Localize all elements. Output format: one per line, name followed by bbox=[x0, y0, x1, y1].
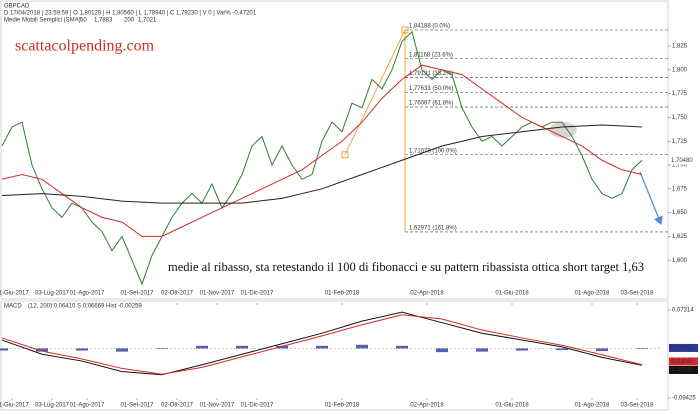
value-box-label: -0,03047 bbox=[670, 359, 694, 365]
histogram-bar bbox=[36, 348, 48, 352]
x-tick-label: 01-Giu-2017 bbox=[0, 403, 29, 409]
y-tick-label: 1,725 bbox=[672, 139, 688, 145]
fib-label: 1,62971 (161.8%) bbox=[409, 225, 457, 231]
histogram-bar bbox=[476, 348, 488, 352]
x-tick-label: 03-Lug-2017 bbox=[35, 291, 70, 297]
x-tick-label: 02-Apr-2018 bbox=[410, 291, 444, 297]
price-panel-frame bbox=[0, 0, 669, 300]
y-tick-label: 1,650 bbox=[672, 210, 688, 216]
histogram-bar bbox=[396, 345, 408, 349]
x-tick-label: 01-Nov-2017 bbox=[200, 403, 235, 409]
histogram-bar bbox=[276, 345, 288, 349]
x-tick-label: 03-Set-2018 bbox=[620, 291, 654, 297]
value-box-label: 0,00094 bbox=[670, 346, 692, 352]
histogram-bar bbox=[196, 345, 208, 349]
histogram-bar bbox=[636, 348, 648, 350]
x-tick-label: 01-Giu-2017 bbox=[0, 291, 29, 297]
x-tick-label: 03-Set-2018 bbox=[620, 403, 654, 409]
fib-label: 1,77633 (50.0%) bbox=[409, 86, 453, 92]
x-tick-label: 01-Feb-2018 bbox=[325, 403, 360, 409]
y-tick-label: 1,750 bbox=[672, 115, 688, 121]
legend-entry: 50 bbox=[80, 18, 87, 24]
y-tick-label: 1,700 bbox=[672, 163, 688, 169]
fib-anchor bbox=[401, 26, 409, 34]
x-tick-label: 01-Ago-2017 bbox=[70, 403, 105, 409]
y-tick-label: 1,825 bbox=[672, 44, 688, 50]
fib-label: 1,79191 (38.2%) bbox=[409, 71, 453, 77]
value-box-label: -0,03141 bbox=[670, 368, 694, 374]
value-box bbox=[669, 343, 698, 352]
legend-value: 1,7883 bbox=[94, 18, 113, 24]
histogram-bar bbox=[116, 348, 128, 352]
histogram-bar bbox=[516, 348, 528, 351]
value-box bbox=[669, 365, 698, 374]
x-tick-label: 02-Apr-2018 bbox=[410, 403, 444, 409]
macd-panel-frame bbox=[0, 300, 669, 411]
y-tick-label: -0,09425 bbox=[672, 396, 696, 402]
macd-title: MACD bbox=[4, 304, 22, 310]
histogram-bar bbox=[156, 348, 168, 350]
x-tick-label: 02-Ott-2017 bbox=[161, 291, 194, 297]
x-tick-label: 01-Ago-2018 bbox=[575, 291, 610, 297]
fib-anchor bbox=[341, 151, 349, 159]
histogram-bar bbox=[316, 345, 328, 349]
x-tick-label: 01-Giu-2018 bbox=[495, 403, 529, 409]
y-tick-label: 1,625 bbox=[672, 234, 688, 240]
fib-label: 1,84188 (0.0%) bbox=[409, 24, 450, 30]
ma-line bbox=[1, 64, 643, 237]
y-tick-label: 0,07314 bbox=[672, 308, 694, 314]
legend-value: 1,7021 bbox=[138, 18, 157, 24]
price-box bbox=[669, 156, 697, 165]
legend-title: Medie Mobili Semplici (SMA) bbox=[4, 18, 81, 24]
histogram-bar bbox=[596, 348, 608, 352]
x-tick-label: 01-Giu-2018 bbox=[495, 291, 529, 297]
histogram-bar bbox=[76, 348, 88, 351]
histogram-bar bbox=[236, 345, 248, 349]
y-tick-label: 1,800 bbox=[672, 67, 688, 73]
target-arrow bbox=[639, 171, 663, 226]
y-tick-label: 1,600 bbox=[672, 258, 688, 264]
watermark: scattacolpending.com bbox=[15, 38, 155, 55]
value-box bbox=[669, 357, 698, 366]
x-tick-label: 01-Feb-2018 bbox=[325, 291, 360, 297]
price-line bbox=[1, 311, 643, 376]
x-tick-label: 01-Dic-2017 bbox=[241, 403, 274, 409]
ohlc-info: D 17/04/2018 | 23:59:59 | O 1,80120 | H … bbox=[4, 11, 257, 17]
fib-label: 1,76087 (61.8%) bbox=[409, 101, 453, 107]
annotation: medie al ribasso, sta retestando il 100 … bbox=[168, 260, 644, 274]
x-tick-label: 01-Ago-2017 bbox=[70, 291, 105, 297]
x-tick-label: 03-Lug-2017 bbox=[35, 403, 70, 409]
x-tick-label: 01-Set-2017 bbox=[120, 291, 154, 297]
fib-swing bbox=[344, 29, 406, 155]
price-box-label: 1,70480 bbox=[671, 158, 693, 164]
fib-label: 1,71078 (100.0%) bbox=[409, 148, 457, 154]
price-line bbox=[1, 314, 643, 375]
y-tick-label: 1,775 bbox=[672, 91, 688, 97]
ma-line bbox=[1, 124, 643, 204]
histogram-bar bbox=[556, 348, 568, 351]
x-tick-label: 01-Set-2017 bbox=[120, 403, 154, 409]
fib-label: 1,81168 (23.6%) bbox=[409, 52, 453, 58]
histogram-bar bbox=[436, 348, 448, 353]
legend-entry: 200 bbox=[124, 18, 135, 24]
x-tick-label: 02-Ott-2017 bbox=[161, 403, 194, 409]
histogram-bar bbox=[356, 344, 368, 349]
y-tick-label: 1,675 bbox=[672, 186, 688, 192]
histogram-bar bbox=[0, 348, 8, 351]
x-tick-label: 01-Dic-2017 bbox=[241, 291, 274, 297]
x-tick-label: 01-Ago-2018 bbox=[575, 403, 610, 409]
macd-info: (12, 200) 0,06410 S 0,06669 Hist -0,0025… bbox=[28, 304, 142, 310]
x-tick-label: 01-Nov-2017 bbox=[200, 291, 235, 297]
symbol: GBPCAD bbox=[4, 4, 30, 10]
